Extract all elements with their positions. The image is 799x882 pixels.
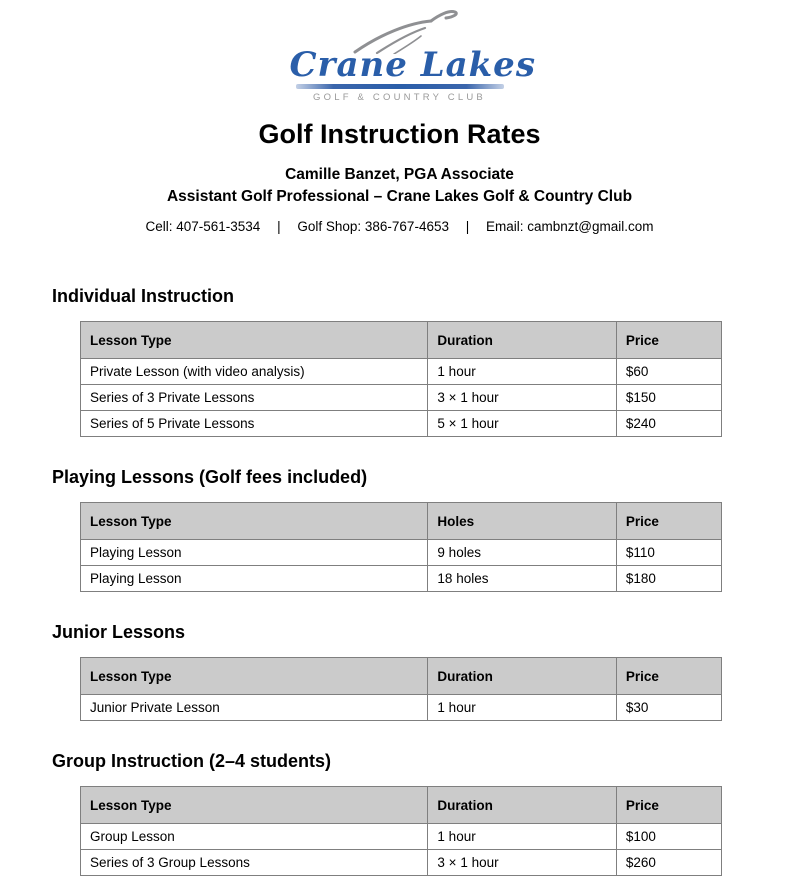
instructor-name: Camille Banzet, PGA Associate bbox=[285, 166, 514, 183]
lesson-type-cell: Series of 3 Group Lessons bbox=[79, 849, 429, 876]
section-heading: Junior Lessons bbox=[52, 622, 186, 642]
lesson-type-cell: Series of 5 Private Lessons bbox=[79, 410, 429, 437]
crane-bird-icon bbox=[353, 10, 458, 54]
rate-section: Junior Lessons Lesson Type Duration Price … bbox=[0, 622, 799, 721]
column-header-lesson-type: Lesson Type bbox=[79, 321, 429, 359]
section-heading: Group Instruction (2–4 students) bbox=[52, 751, 332, 771]
column-header-lesson-type: Lesson Type bbox=[79, 657, 429, 695]
section-heading: Individual Instruction bbox=[52, 286, 235, 306]
rates-table: Lesson Type Duration Price Group Lesson 1 h… bbox=[79, 786, 723, 876]
rates-table: Lesson Type Duration Price Private Lesson … bbox=[79, 321, 723, 437]
table-row: Series of 3 Group Lessons 3 × 1 hour $260 bbox=[79, 849, 723, 876]
detail-cell: 5 × 1 hour bbox=[427, 410, 617, 437]
table-row: Junior Private Lesson 1 hour $30 bbox=[79, 694, 723, 721]
contact-cell: Cell: 407-561-3534 bbox=[145, 219, 261, 234]
column-header-duration: Duration bbox=[427, 321, 617, 359]
column-header-price: Price bbox=[615, 502, 723, 540]
sections: Individual Instruction Lesson Type Durati… bbox=[0, 286, 799, 876]
price-cell: $240 bbox=[615, 410, 723, 437]
column-header-price: Price bbox=[615, 321, 723, 359]
table-row: Series of 5 Private Lessons 5 × 1 hour $24… bbox=[79, 410, 723, 437]
table-header-row: Lesson Type Holes Price bbox=[79, 502, 723, 540]
detail-cell: 3 × 1 hour bbox=[427, 849, 617, 876]
contact-separator: | bbox=[277, 219, 281, 234]
contact-line: Cell: 407-561-3534 | Golf Shop: 386-767-… bbox=[0, 219, 799, 234]
lesson-type-cell: Playing Lesson bbox=[79, 565, 429, 592]
detail-cell: 18 holes bbox=[427, 565, 617, 592]
contact-email: Email: cambnzt@gmail.com bbox=[486, 219, 654, 234]
price-cell: $150 bbox=[615, 384, 723, 411]
crane-lakes-logo: Crane Lakes GOLF & COUNTRY CLUB bbox=[289, 8, 536, 103]
lesson-type-cell: Group Lesson bbox=[79, 823, 429, 850]
contact-separator: | bbox=[465, 219, 470, 234]
column-header-lesson-type: Lesson Type bbox=[79, 786, 429, 824]
column-header-price: Price bbox=[615, 657, 723, 695]
detail-cell: 1 hour bbox=[427, 823, 617, 850]
detail-cell: 1 hour bbox=[427, 694, 617, 721]
detail-cell: 9 holes bbox=[427, 539, 617, 566]
instructor-role: Assistant Golf Professional – Crane Lake… bbox=[166, 188, 633, 205]
detail-cell: 3 × 1 hour bbox=[427, 384, 617, 411]
table-row: Group Lesson 1 hour $100 bbox=[79, 823, 723, 850]
price-cell: $260 bbox=[615, 849, 723, 876]
rates-table: Lesson Type Duration Price Junior Private … bbox=[79, 657, 723, 721]
price-cell: $110 bbox=[615, 539, 723, 566]
rate-section: Group Instruction (2–4 students) Lesson … bbox=[0, 751, 799, 876]
logo-name: Crane Lakes bbox=[289, 45, 536, 85]
logo-tagline: GOLF & COUNTRY CLUB bbox=[313, 92, 486, 103]
table-row: Playing Lesson 9 holes $110 bbox=[79, 539, 723, 566]
column-header-duration: Duration bbox=[427, 786, 617, 824]
contact-golf-shop: Golf Shop: 386-767-4653 bbox=[297, 219, 449, 234]
table-row: Series of 3 Private Lessons 3 × 1 hour $15… bbox=[79, 384, 723, 411]
column-header-lesson-type: Lesson Type bbox=[79, 502, 429, 540]
price-cell: $30 bbox=[615, 694, 723, 721]
rate-section: Individual Instruction Lesson Type Durati… bbox=[0, 286, 799, 437]
price-cell: $180 bbox=[615, 565, 723, 592]
lesson-type-cell: Series of 3 Private Lessons bbox=[79, 384, 429, 411]
lesson-type-cell: Private Lesson (with video analysis) bbox=[79, 358, 429, 385]
table-row: Playing Lesson 18 holes $180 bbox=[79, 565, 723, 592]
lesson-type-cell: Junior Private Lesson bbox=[79, 694, 429, 721]
table-header-row: Lesson Type Duration Price bbox=[79, 657, 723, 695]
price-cell: $60 bbox=[615, 358, 723, 385]
rates-table: Lesson Type Holes Price Playing Lesson 9 ho… bbox=[79, 502, 723, 592]
logo-divider bbox=[295, 84, 504, 89]
detail-cell: 1 hour bbox=[427, 358, 617, 385]
table-row: Private Lesson (with video analysis) 1 ho… bbox=[79, 358, 723, 385]
price-cell: $100 bbox=[615, 823, 723, 850]
rate-section: Playing Lessons (Golf fees included) Les… bbox=[0, 467, 799, 592]
page-title: Golf Instruction Rates bbox=[258, 119, 541, 149]
lesson-type-cell: Playing Lesson bbox=[79, 539, 429, 566]
column-header-duration: Duration bbox=[427, 657, 617, 695]
column-header-holes: Holes bbox=[427, 502, 617, 540]
column-header-price: Price bbox=[615, 786, 723, 824]
section-heading: Playing Lessons (Golf fees included) bbox=[52, 467, 368, 487]
table-header-row: Lesson Type Duration Price bbox=[79, 321, 723, 359]
table-header-row: Lesson Type Duration Price bbox=[79, 786, 723, 824]
